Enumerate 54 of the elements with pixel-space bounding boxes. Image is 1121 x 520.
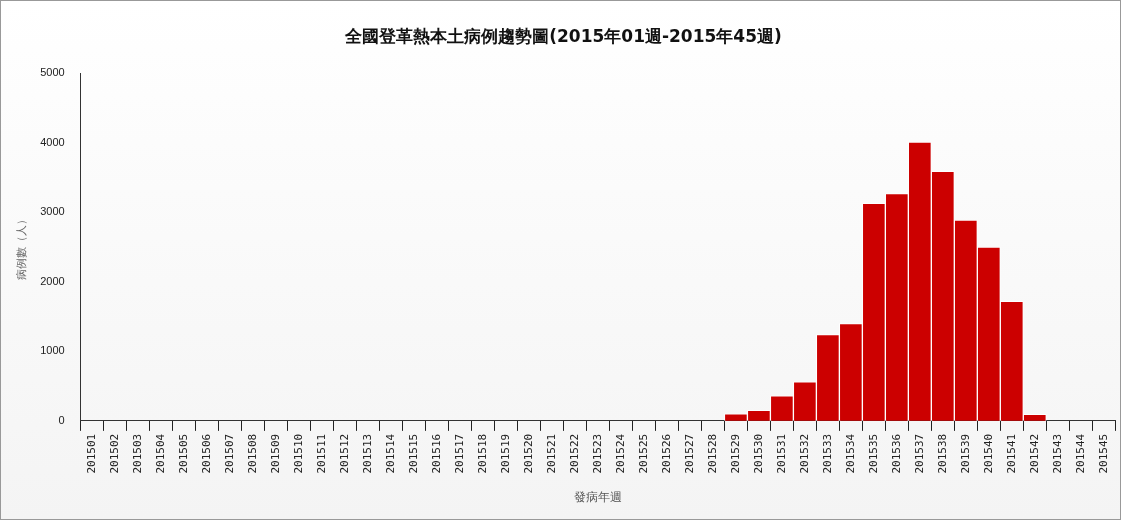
x-tick-label: 201531 — [774, 433, 788, 474]
x-tick-label: 201502 — [108, 433, 122, 474]
y-tick-label: 1000 — [40, 344, 65, 357]
x-tick-label: 201526 — [659, 433, 673, 474]
x-tick-label: 201515 — [406, 433, 420, 474]
x-tick-label: 201505 — [176, 433, 190, 474]
x-tick-label: 201538 — [935, 433, 949, 474]
x-tick-label: 201532 — [797, 433, 811, 474]
y-tick-label: 4000 — [40, 135, 65, 148]
x-tick-label: 201506 — [199, 433, 213, 474]
x-tick-label: 201539 — [958, 433, 972, 474]
x-tick-label: 201525 — [636, 433, 650, 474]
x-tick-label: 201508 — [245, 433, 259, 474]
x-tick-label: 201522 — [567, 433, 581, 474]
y-tick-label: 0 — [58, 413, 65, 426]
x-tick-label: 201543 — [1050, 433, 1064, 474]
x-tick-label: 201507 — [222, 433, 236, 474]
y-tick-label: 5000 — [40, 66, 65, 79]
x-tick-label: 201513 — [360, 433, 374, 474]
y-tick-label: 3000 — [40, 205, 65, 218]
x-axis-title: 發病年週 — [573, 490, 622, 505]
x-tick-label: 201516 — [429, 433, 443, 474]
x-tick-label: 201527 — [682, 433, 696, 474]
x-tick-label: 201520 — [521, 433, 535, 474]
x-tick-label: 201530 — [751, 433, 765, 474]
x-tick-label: 201517 — [452, 433, 466, 474]
x-tick-label: 201528 — [705, 433, 719, 474]
x-tick-label: 201542 — [1027, 433, 1041, 474]
x-tick-label: 201501 — [85, 433, 99, 474]
chart-title: 全國登革熱本土病例趨勢圖(2015年01週-2015年45週) — [344, 25, 782, 46]
y-tick-label: 2000 — [40, 274, 65, 287]
x-tick-label: 201523 — [590, 433, 604, 474]
y-axis-title: 病例數（人） — [14, 214, 27, 281]
x-tick-label: 201512 — [337, 433, 351, 474]
x-tick-label: 201540 — [981, 433, 995, 474]
x-tick-label: 201536 — [889, 433, 903, 474]
x-tick-label: 201537 — [912, 433, 926, 474]
x-tick-label: 201519 — [498, 433, 512, 474]
x-tick-label: 201533 — [820, 433, 834, 474]
x-tick-label: 201534 — [843, 433, 857, 474]
x-tick-label: 201514 — [383, 433, 397, 474]
x-tick-label: 201529 — [728, 433, 742, 474]
x-tick-label: 201518 — [475, 433, 489, 474]
x-tick-label: 201503 — [131, 433, 145, 474]
x-tick-label: 201545 — [1096, 433, 1110, 474]
x-tick-label: 201544 — [1073, 433, 1087, 474]
x-tick-label: 201541 — [1004, 433, 1018, 474]
x-tick-label: 201511 — [314, 433, 328, 474]
x-tick-label: 201521 — [544, 433, 558, 474]
x-tick-label: 201524 — [613, 433, 627, 474]
x-tick-label: 201504 — [154, 433, 167, 474]
x-tick-label: 201535 — [866, 433, 880, 474]
x-tick-label: 201509 — [268, 433, 282, 474]
x-tick-label: 201510 — [291, 433, 305, 474]
